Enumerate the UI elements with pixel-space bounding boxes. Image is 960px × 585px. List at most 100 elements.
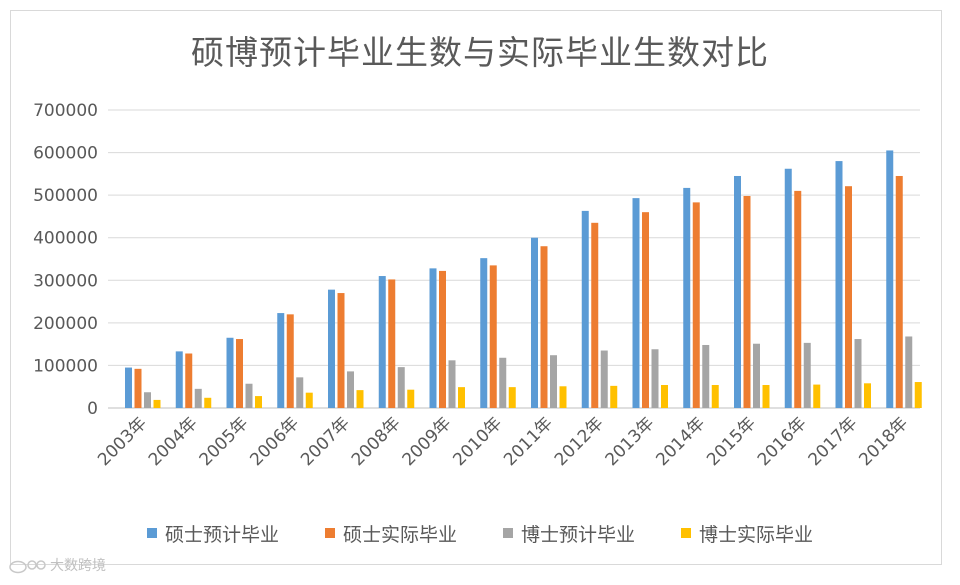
watermark: 大数跨境 (8, 555, 106, 575)
legend-swatch (503, 528, 513, 538)
y-tick-label: 300000 (33, 271, 98, 291)
bar (194, 388, 202, 408)
legend-item: 博士预计毕业 (503, 520, 635, 547)
legend-swatch (681, 528, 692, 538)
bar (337, 293, 345, 408)
bar (153, 399, 161, 408)
bar (753, 343, 760, 408)
bar (683, 187, 691, 408)
bar (610, 385, 618, 408)
x-tick-label: 2014年 (652, 413, 709, 470)
x-tick-label: 2010年 (449, 413, 506, 470)
y-tick-label: 100000 (33, 356, 98, 376)
x-tick-label: 2007年 (297, 413, 354, 470)
gridlines (108, 109, 920, 409)
x-tick-label: 2005年 (196, 413, 253, 470)
bar (559, 386, 567, 408)
bar (226, 337, 234, 408)
x-tick-label: 2015年 (703, 413, 760, 470)
bar (905, 336, 913, 408)
bar (914, 382, 922, 408)
bar (439, 270, 446, 408)
bar (531, 237, 538, 408)
bar (540, 246, 548, 408)
bar (702, 344, 710, 408)
bar (508, 387, 516, 408)
x-tick-label: 2018年 (855, 413, 912, 470)
bar (378, 276, 386, 408)
legend-label: 博士实际毕业 (699, 523, 814, 546)
y-tick-label: 600000 (33, 144, 98, 164)
bar (407, 389, 415, 408)
bar (591, 222, 599, 408)
weibo-logo-icon (9, 560, 46, 574)
bar (185, 353, 193, 408)
bar (144, 392, 151, 408)
y-tick-label: 200000 (33, 314, 98, 334)
bar (743, 195, 751, 408)
bar (204, 397, 212, 408)
bar (864, 383, 871, 408)
legend-label: 硕士实际毕业 (342, 523, 457, 546)
watermark-text: 大数跨境 (50, 558, 106, 574)
x-tick-label: 2013年 (602, 413, 659, 470)
legend-item: 硕士实际毕业 (324, 520, 457, 547)
bar (448, 360, 456, 408)
bar (813, 384, 821, 408)
x-tick-label: 2008年 (348, 413, 405, 470)
bar (388, 279, 396, 408)
chart-title: 硕博预计毕业生数与实际毕业生数对比 (191, 33, 769, 72)
legend-item: 博士实际毕业 (681, 520, 813, 547)
bar (286, 314, 294, 408)
bar (328, 289, 335, 408)
bar (489, 265, 497, 408)
x-tick-label: 2003年 (94, 413, 151, 470)
bar (632, 198, 640, 408)
chart-legend: 硕士预计毕业 硕士实际毕业 博士预计毕业 博士实际毕业 (0, 519, 960, 547)
bar (711, 385, 719, 408)
x-tick-label: 2006年 (246, 413, 303, 470)
bar (305, 392, 313, 408)
bar (125, 367, 132, 408)
legend-label: 硕士预计毕业 (164, 523, 279, 546)
bar (458, 387, 465, 408)
bar (480, 258, 488, 408)
x-tick-label: 2009年 (399, 413, 456, 470)
bar (429, 268, 437, 408)
bar (236, 339, 243, 408)
legend-swatch (146, 528, 157, 538)
bar (255, 396, 262, 408)
y-tick-label: 500000 (33, 186, 98, 206)
bar (600, 350, 608, 408)
bar (661, 385, 668, 408)
bar (499, 357, 507, 408)
legend-swatch (324, 528, 335, 538)
x-tick-label: 2012年 (551, 413, 608, 470)
bar (762, 385, 770, 408)
bar (642, 212, 649, 408)
bar (692, 202, 700, 408)
bar (347, 371, 354, 408)
bar (550, 355, 557, 408)
bar (895, 175, 903, 408)
bar (845, 186, 852, 408)
bar (296, 377, 304, 408)
bar (784, 168, 792, 408)
bar (651, 349, 659, 408)
x-tick-label: 2017年 (805, 413, 862, 470)
bar (277, 313, 285, 408)
y-tick-label: 400000 (33, 229, 98, 249)
legend-item: 硕士预计毕业 (146, 520, 279, 547)
bar (245, 383, 253, 408)
x-tick-label: 2011年 (500, 413, 557, 470)
y-axis: 700000 600000 500000 400000 300000 200000 1000… (33, 101, 98, 419)
x-axis: 2003年2004年2005年2006年2007年2008年2009年2010年… (94, 413, 912, 470)
bar (803, 342, 811, 408)
legend-label: 博士预计毕业 (521, 523, 636, 546)
bar (854, 339, 862, 408)
bar (835, 161, 843, 408)
bar (356, 390, 364, 408)
bar (397, 367, 405, 408)
y-tick-label: 700000 (33, 101, 98, 121)
